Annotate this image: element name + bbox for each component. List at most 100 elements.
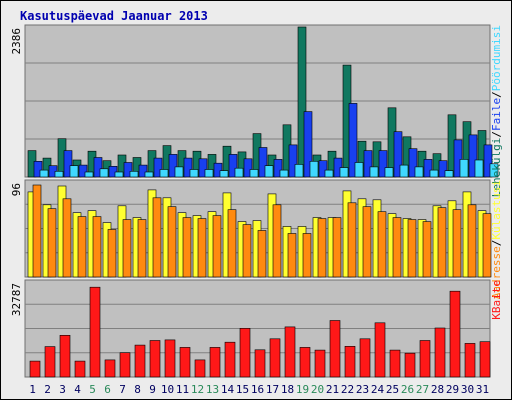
bar-files-day-7 [123, 162, 133, 178]
day-label-29: 29 [446, 383, 459, 396]
bar-kbytes-day-28 [434, 327, 446, 378]
bar-hits-day-5 [99, 168, 109, 178]
bar-kbytes-day-17 [269, 338, 281, 378]
bar-kbytes-day-29 [449, 290, 461, 378]
legend-item-visits: Külastusi [490, 180, 503, 240]
bar-hits-day-1 [39, 169, 49, 178]
day-label-10: 10 [161, 383, 174, 396]
day-label-13: 13 [206, 383, 219, 396]
bar-sites-day-26 [407, 219, 417, 278]
bar-sites-day-17 [272, 204, 282, 278]
day-label-14: 14 [221, 383, 235, 396]
bar-sites-day-10 [167, 206, 177, 278]
bar-sites-day-31 [482, 213, 492, 278]
day-label-11: 11 [176, 383, 189, 396]
bar-files-day-25 [393, 131, 403, 178]
bar-sites-day-16 [257, 230, 267, 278]
bar-hits-day-11 [189, 169, 199, 178]
bar-kbytes-day-6 [104, 359, 116, 378]
bar-sites-day-5 [92, 216, 102, 278]
day-label-21: 21 [326, 383, 339, 396]
bar-kbytes-day-5 [89, 286, 101, 378]
legend-item-kbytes: KBaite [490, 280, 503, 320]
bar-hits-day-2 [54, 171, 64, 178]
bar-kbytes-day-15 [239, 327, 251, 378]
bar-files-day-13 [213, 162, 223, 178]
day-label-19: 19 [296, 383, 309, 396]
day-label-15: 15 [236, 383, 249, 396]
bar-files-day-26 [408, 148, 418, 178]
bar-sites-day-1 [32, 184, 42, 278]
bar-kbytes-day-4 [74, 360, 86, 378]
bar-kbytes-day-24 [374, 322, 386, 378]
bar-files-day-19 [303, 111, 313, 178]
legend-item-sites: Aadresse [490, 246, 503, 299]
bar-sites-day-15 [242, 224, 252, 278]
bar-hits-day-6 [114, 171, 124, 178]
panel-middle-ymax-label: 96 [10, 183, 23, 196]
bar-hits-day-26 [414, 166, 424, 178]
bar-sites-day-14 [227, 209, 237, 278]
bar-files-day-14 [228, 154, 238, 178]
day-label-18: 18 [281, 383, 294, 396]
bar-hits-day-15 [249, 169, 259, 178]
bar-kbytes-day-30 [464, 343, 476, 378]
bar-kbytes-day-20 [314, 349, 326, 378]
bar-files-day-10 [168, 154, 178, 178]
bar-kbytes-day-8 [134, 344, 146, 378]
bar-hits-day-17 [279, 169, 289, 178]
bar-hits-day-10 [174, 166, 184, 178]
day-label-23: 23 [356, 383, 369, 396]
day-label-2: 2 [44, 383, 51, 396]
panel-bottom: 32787 KBaite [10, 279, 503, 378]
bar-kbytes-day-3 [59, 334, 71, 378]
bar-hits-day-8 [144, 171, 154, 178]
bar-files-day-1 [33, 161, 43, 178]
bar-files-day-22 [348, 103, 358, 178]
day-label-28: 28 [431, 383, 444, 396]
bar-hits-day-19 [309, 161, 319, 178]
legend-separator: / [490, 240, 503, 247]
day-label-17: 17 [266, 383, 279, 396]
bar-files-day-6 [108, 166, 118, 178]
bar-sites-day-23 [362, 206, 372, 278]
bar-hits-day-27 [429, 169, 439, 178]
day-label-8: 8 [134, 383, 141, 396]
day-label-27: 27 [416, 383, 429, 396]
bar-kbytes-day-26 [404, 352, 416, 378]
bar-sites-day-18 [287, 233, 297, 278]
bar-hits-day-3 [69, 165, 79, 178]
legend-item-files: Faile [490, 98, 503, 131]
panel-top-ymax-label: 2386 [10, 28, 23, 55]
bar-files-day-18 [288, 144, 298, 178]
bar-kbytes-day-2 [44, 346, 56, 378]
bar-kbytes-day-22 [344, 345, 356, 378]
bar-sites-day-19 [302, 233, 312, 278]
day-label-25: 25 [386, 383, 399, 396]
bar-files-day-15 [243, 158, 253, 178]
bar-files-day-31 [483, 144, 493, 178]
bar-hits-day-29 [459, 159, 469, 178]
bar-files-day-24 [378, 150, 388, 178]
bar-hits-day-7 [129, 171, 139, 178]
day-label-1: 1 [29, 383, 36, 396]
day-label-31: 31 [476, 383, 489, 396]
bar-sites-day-30 [467, 204, 477, 278]
panel-top-legend: Lehekülgi/Faile/Pöördumisi [490, 25, 503, 197]
bar-hits-day-12 [204, 169, 214, 178]
bar-sites-day-9 [152, 197, 162, 278]
bar-sites-day-13 [212, 215, 222, 278]
bar-kbytes-day-31 [479, 341, 491, 378]
bar-kbytes-day-16 [254, 349, 266, 378]
bar-hits-day-16 [264, 165, 274, 178]
bar-sites-day-27 [422, 221, 432, 278]
bar-files-day-8 [138, 164, 148, 178]
day-label-9: 9 [149, 383, 156, 396]
panel-bottom-legend: KBaite [490, 280, 503, 320]
bar-files-day-30 [468, 134, 478, 178]
day-label-22: 22 [341, 383, 354, 396]
day-label-3: 3 [59, 383, 66, 396]
bar-kbytes-day-10 [164, 339, 176, 378]
bar-kbytes-day-25 [389, 349, 401, 378]
